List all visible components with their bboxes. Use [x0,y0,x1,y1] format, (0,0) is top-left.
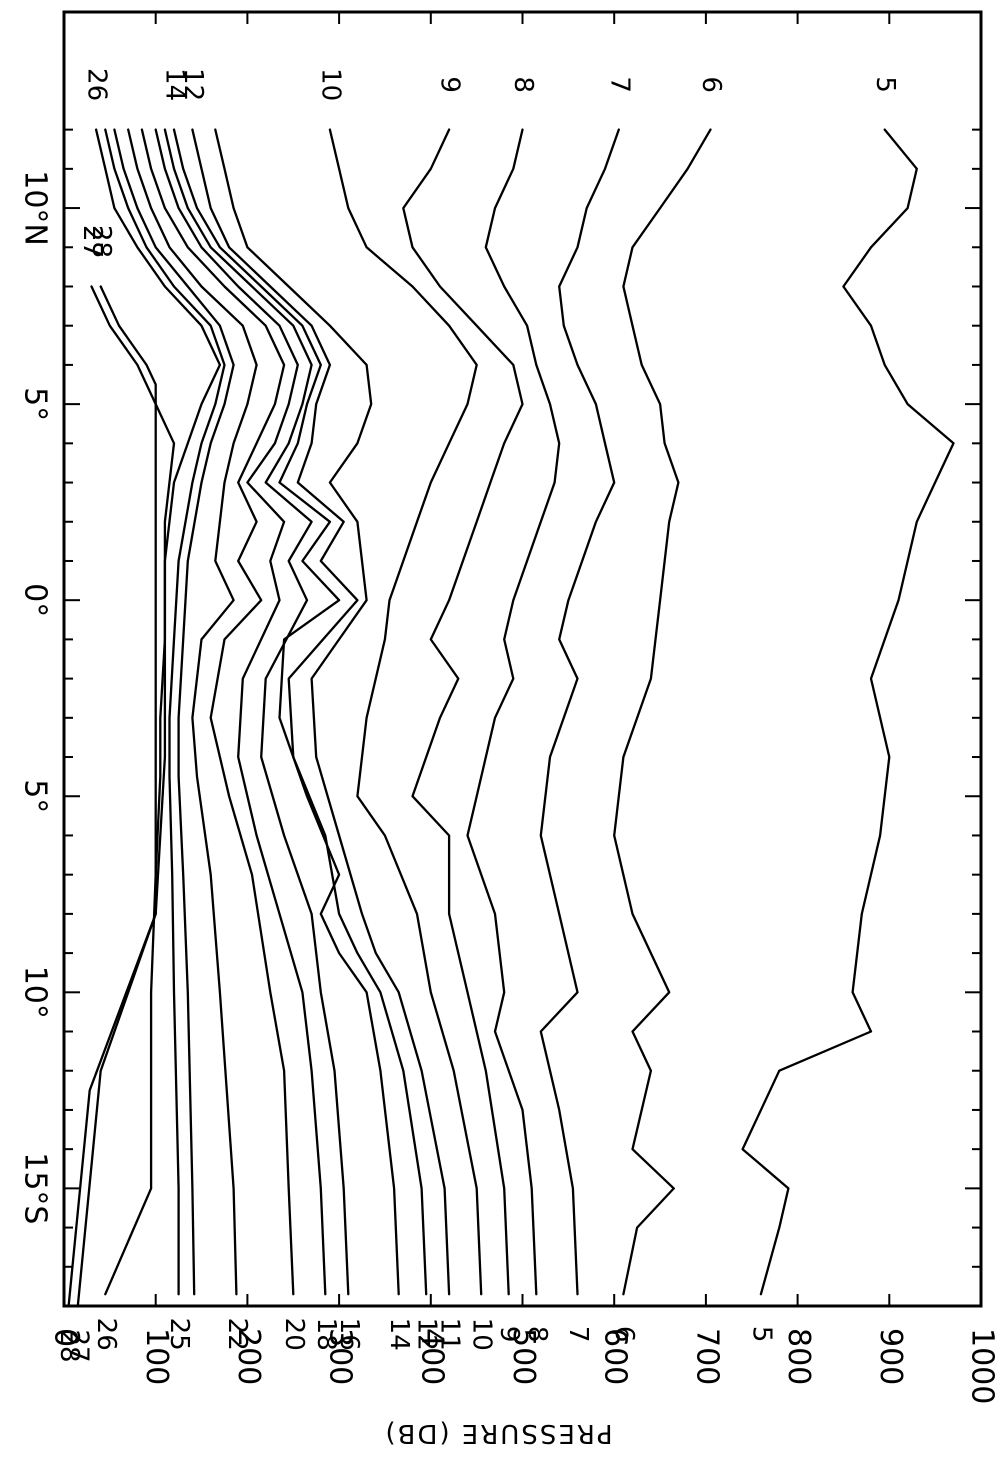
pressure-tick-label: 300 [323,1328,358,1385]
isotherm-12 [191,128,428,1296]
isotherm-label: 8 [508,76,538,93]
isotherm-14 [172,128,400,1296]
isotherm-label: 26 [91,1318,121,1351]
isotherm-label: 5 [746,1326,776,1343]
isotherm-label: 9 [494,1326,524,1343]
isotherm-label: 6 [696,76,726,93]
isotherm-24 [113,128,235,1296]
pressure-tick-label: 700 [689,1328,724,1385]
isotherm-22 [127,128,258,1296]
isotherm-5 [741,128,955,1296]
isotherm-label: 6 [609,1326,639,1343]
isotherm-7 [539,128,620,1296]
pressure-tick-label: 0 [48,1328,83,1347]
axis-ticks [64,12,981,1306]
pressure-tick-label: 100 [139,1328,174,1385]
latitude-tick-label: 5° [18,387,53,421]
isotherm-20 [140,128,295,1296]
isotherm-label: 22 [222,1318,252,1351]
pressure-tick-label: 800 [781,1328,816,1385]
isotherm-9 [402,128,524,1296]
isotherm-26 [94,128,222,1296]
isotherm-label: 5 [870,76,900,93]
isotherm-label: 14 [160,68,190,101]
isotherm-8 [466,128,561,1296]
isotherm-label: 8 [522,1326,552,1343]
isotherm-lines [67,128,955,1308]
latitude-tick-label: 0° [18,583,53,617]
isotherm-10 [328,128,483,1296]
isotherm-label: 28 [54,1329,84,1362]
isotherm-16 [163,128,350,1296]
latitude-tick-label: 10°N [18,170,53,246]
isotherm-label: 16 [334,1318,364,1351]
isotherm-label: 9 [435,76,465,93]
isotherm-label: 12 [412,1318,442,1351]
isotherm-label: 7 [604,76,634,93]
pressure-tick-label: 400 [414,1328,449,1385]
pressure-axis-title: PRESSURE (DB) [383,1418,612,1448]
isotherm-label: 10 [467,1318,497,1351]
isotherm-label: 27 [63,1329,93,1362]
isotherm-label: 7 [563,1326,593,1343]
isotherm-11 [214,128,451,1296]
isotherm-label: 12 [178,68,208,101]
isotherm-label: 28 [86,225,116,258]
pressure-tick-label: 500 [506,1328,541,1385]
latitude-tick-label: 10° [18,966,53,1019]
pressure-tick-label: 1000 [965,1328,997,1404]
latitude-tick-label: 5° [18,779,53,813]
pressure-tick-label: 900 [873,1328,908,1385]
isotherm-28 [67,285,157,1308]
isotherm-label: 18 [311,1318,341,1351]
isotherm-25 [104,128,226,1296]
isotherm-label: 14 [384,1318,414,1351]
pressure-tick-label: 200 [231,1328,266,1385]
latitude-tick-label: 15°S [18,1152,53,1224]
isotherm-label: 26 [82,68,112,101]
isotherm-6 [613,128,712,1296]
isotherm-18 [154,128,327,1296]
latitude-tick-labels: 10°N 5° 0° 5° 10° 15°S [18,170,53,1224]
isotherm-label: 20 [279,1318,309,1351]
isotherm-label: 27 [77,225,107,258]
pressure-tick-label: 600 [598,1328,633,1385]
isotherm-label: 25 [164,1318,194,1351]
pressure-tick-labels: 0 100 200 300 400 500 600 700 800 900 1000 [48,1328,997,1404]
isotherm-label: 11 [435,1318,465,1351]
isotherm-label: 10 [315,68,345,101]
